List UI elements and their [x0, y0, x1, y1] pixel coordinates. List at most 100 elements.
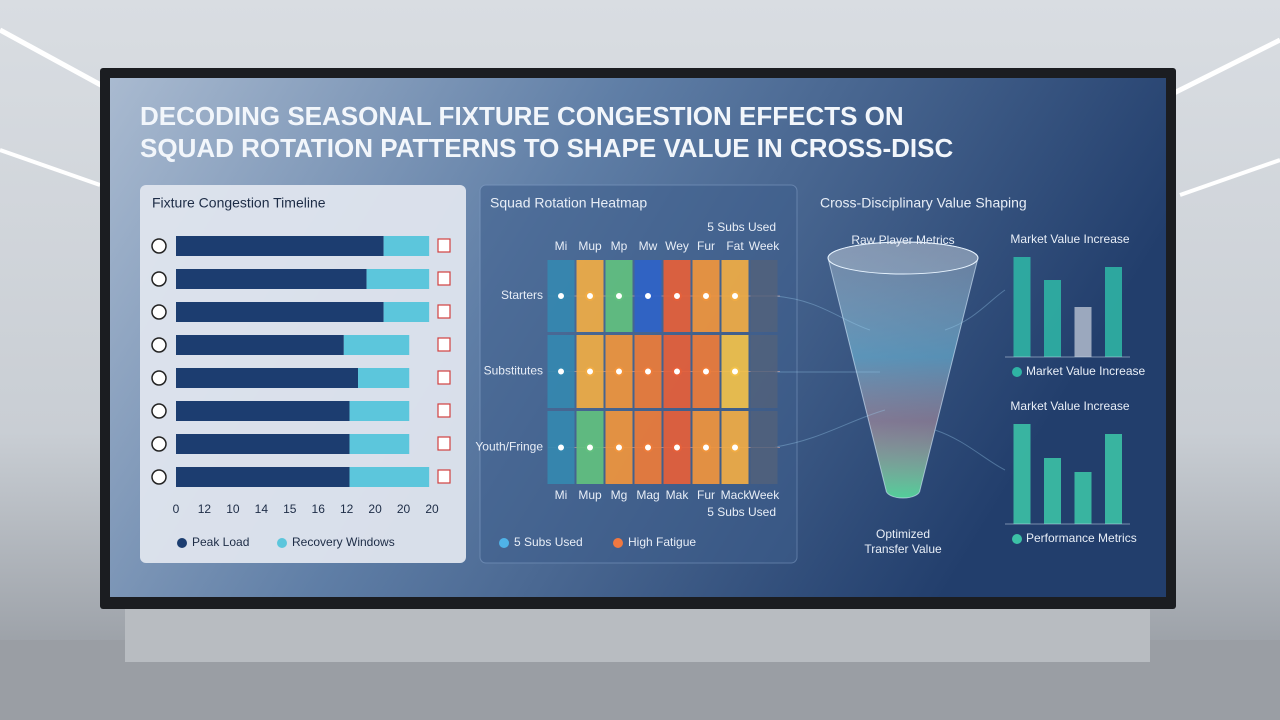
legend-swatch — [613, 538, 623, 548]
empty-cell — [750, 411, 778, 484]
calendar-icon — [437, 370, 451, 385]
chart-title: Fixture Congestion Timeline — [152, 195, 326, 211]
calendar-icon — [437, 469, 451, 484]
ball-icon — [151, 304, 167, 320]
bar — [1044, 458, 1061, 524]
legend-swatch — [277, 538, 287, 548]
bar-segment — [343, 335, 410, 355]
column-label: Mak — [666, 488, 690, 502]
funnel-rim — [827, 241, 979, 275]
cell-dot — [730, 291, 740, 301]
ball-icon — [151, 337, 167, 353]
bar-segment — [383, 236, 430, 256]
chart-title: Market Value Increase — [1010, 232, 1129, 246]
bar-segment — [176, 434, 350, 454]
bar — [1013, 257, 1031, 357]
cell-dot — [556, 442, 566, 453]
title-line: DECODING SEASONAL FIXTURE CONGESTION EFF… — [140, 101, 904, 131]
column-label: Fur — [697, 239, 715, 253]
calendar-icon — [437, 337, 451, 352]
ceiling-light — [1179, 158, 1280, 197]
empty-cell — [750, 260, 778, 332]
x-tick-label: 16 — [312, 502, 326, 516]
bar-segment — [176, 467, 350, 487]
cell-dot — [701, 366, 711, 377]
x-tick-label: 20 — [425, 502, 439, 516]
bar-segment — [349, 467, 430, 487]
cell-dot — [614, 442, 624, 453]
column-label: Mup — [578, 488, 602, 502]
legend-swatch — [177, 538, 187, 548]
cell-dot — [701, 291, 711, 301]
funnel-label: Optimized — [876, 527, 930, 541]
column-label: Mw — [639, 239, 658, 253]
bar-segment — [176, 236, 384, 256]
bar-segment — [176, 368, 359, 388]
cell-dot — [643, 442, 653, 453]
bar-segment — [176, 269, 367, 289]
cell-dot — [556, 291, 566, 301]
ball-icon — [151, 436, 167, 452]
cell-dot — [585, 291, 595, 301]
ball-icon — [151, 469, 167, 485]
x-tick-label: 12 — [340, 502, 354, 516]
empty-cell — [750, 335, 778, 408]
legend-swatch — [1012, 367, 1022, 377]
column-label: Mag — [636, 488, 659, 502]
calendar-icon — [437, 403, 451, 418]
ceiling-light — [0, 27, 112, 93]
note: 5 Subs Used — [707, 505, 776, 519]
title-line: SQUAD ROTATION PATTERNS TO SHAPE VALUE I… — [140, 133, 953, 163]
legend-swatch — [499, 538, 509, 548]
column-label: Mup — [578, 239, 602, 253]
row-label: Youth/Fringe — [475, 440, 543, 454]
cell-dot — [585, 366, 595, 377]
cell-dot — [730, 366, 740, 377]
column-label: Fat — [726, 239, 744, 253]
cell-dot — [672, 442, 682, 453]
ball-icon — [151, 238, 167, 254]
bar-segment — [176, 302, 384, 322]
cell-dot — [585, 442, 595, 453]
bar — [1013, 424, 1031, 524]
x-tick-label: 12 — [198, 502, 212, 516]
legend-swatch — [1012, 534, 1022, 544]
column-label: Fur — [697, 488, 715, 502]
panel-title: Cross-Disciplinary Value Shaping — [820, 195, 1027, 211]
legend-label: High Fatigue — [628, 535, 696, 549]
bar — [1074, 307, 1092, 357]
calendar-icon — [437, 304, 451, 319]
ceiling-light — [1168, 37, 1280, 98]
bar-segment — [358, 368, 410, 388]
bar-segment — [176, 401, 350, 421]
calendar-icon — [437, 238, 451, 253]
column-label: Week — [749, 488, 780, 502]
legend-label: Peak Load — [192, 535, 249, 549]
bar — [1044, 280, 1061, 357]
funnel-label: Transfer Value — [864, 542, 942, 556]
cell-dot — [730, 442, 740, 453]
cell-dot — [701, 442, 711, 453]
cell-dot — [614, 291, 624, 301]
cell-dot — [672, 366, 682, 377]
cell-dot — [614, 366, 624, 377]
bar-segment — [349, 401, 410, 421]
column-label: Mi — [555, 239, 568, 253]
x-tick-label: 0 — [173, 502, 180, 516]
cell-dot — [643, 291, 653, 301]
x-tick-label: 10 — [226, 502, 240, 516]
row-label: Starters — [501, 288, 543, 302]
column-label: Mack — [721, 488, 751, 502]
bar-segment — [176, 335, 344, 355]
bar-segment — [383, 302, 430, 322]
chart-title: Squad Rotation Heatmap — [490, 195, 647, 211]
bar — [1105, 267, 1122, 357]
note: 5 Subs Used — [707, 220, 776, 234]
ball-icon — [151, 271, 167, 287]
x-tick-label: 14 — [255, 502, 269, 516]
column-label: Wey — [665, 239, 689, 253]
stand — [125, 600, 1150, 662]
column-label: Mi — [555, 488, 568, 502]
chart-title: Market Value Increase — [1010, 399, 1129, 413]
ceiling-light — [0, 148, 101, 187]
